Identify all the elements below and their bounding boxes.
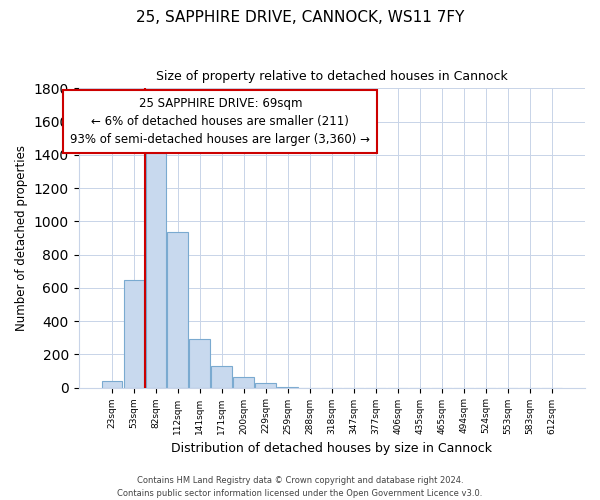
Text: Contains HM Land Registry data © Crown copyright and database right 2024.
Contai: Contains HM Land Registry data © Crown c… — [118, 476, 482, 498]
Bar — [101, 381, 122, 388]
Bar — [124, 280, 145, 388]
Bar — [211, 366, 232, 388]
Title: Size of property relative to detached houses in Cannock: Size of property relative to detached ho… — [156, 70, 508, 83]
Bar — [167, 232, 188, 388]
X-axis label: Distribution of detached houses by size in Cannock: Distribution of detached houses by size … — [171, 442, 492, 455]
Bar — [190, 338, 211, 388]
Y-axis label: Number of detached properties: Number of detached properties — [15, 145, 28, 331]
Bar — [233, 377, 254, 388]
Bar — [256, 384, 276, 388]
Text: 25, SAPPHIRE DRIVE, CANNOCK, WS11 7FY: 25, SAPPHIRE DRIVE, CANNOCK, WS11 7FY — [136, 10, 464, 25]
Text: 25 SAPPHIRE DRIVE: 69sqm
← 6% of detached houses are smaller (211)
93% of semi-d: 25 SAPPHIRE DRIVE: 69sqm ← 6% of detache… — [70, 98, 370, 146]
Bar — [277, 386, 298, 388]
Bar — [146, 143, 166, 388]
